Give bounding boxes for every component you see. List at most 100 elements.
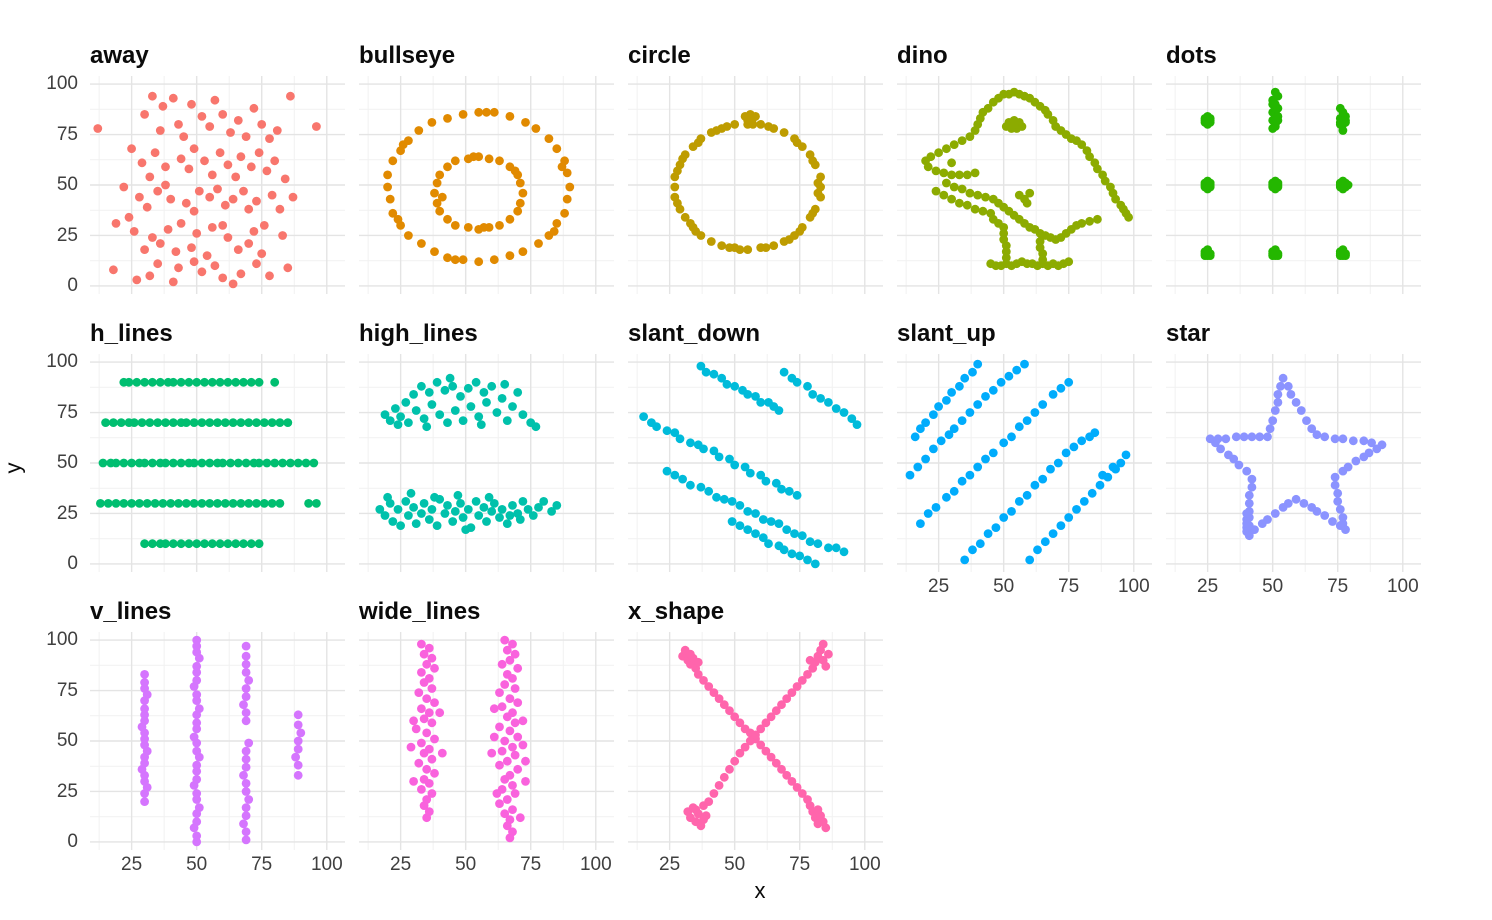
points-layer — [905, 359, 1131, 565]
x-tick-label: 75 — [1327, 576, 1349, 597]
points-layer — [137, 635, 306, 847]
facet-row: v_lines 0 25 50 75 100 25 50 75 100 wide_lines 25 50… — [30, 586, 1492, 875]
points-layer — [921, 87, 1133, 271]
facet-dots: dots — [1166, 30, 1421, 294]
x-axis-ticks: 25 50 75 100 — [359, 850, 614, 876]
y-tick-label: 0 — [67, 552, 78, 574]
y-tick-label: 50 — [56, 730, 78, 751]
y-tick-label: 75 — [56, 401, 78, 423]
facet-title-x_shape: x_shape — [628, 598, 725, 625]
facet-title-dots: dots — [1166, 42, 1217, 69]
panel-slant_down — [628, 354, 883, 572]
facet-title-slant_up: slant_up — [897, 320, 996, 347]
points-layer — [670, 110, 825, 255]
x-tick-label: 100 — [1386, 576, 1419, 597]
facet-title-high_lines: high_lines — [359, 320, 478, 347]
facet-row: away 0 25 50 75 100 bullseye circle dino dots — [30, 30, 1492, 296]
gridlines — [359, 76, 614, 294]
facet-grid: away 0 25 50 75 100 bullseye circle dino dots h_li… — [30, 30, 1492, 875]
points-layer — [678, 639, 833, 833]
points-layer — [93, 91, 321, 289]
x-tick-label: 50 — [1262, 576, 1284, 597]
gridlines — [628, 632, 883, 850]
facet-title-v_lines: v_lines — [90, 598, 172, 625]
x-axis-title: x — [754, 878, 766, 903]
facet-title-circle: circle — [628, 42, 691, 69]
x-axis-ticks: 25 50 75 100 — [897, 572, 1152, 598]
y-axis-ticks: 0 25 50 75 100 — [30, 629, 90, 852]
y-tick-label: 75 — [56, 679, 78, 701]
facet-star: star 25 50 75 100 — [1166, 308, 1421, 597]
y-tick-label: 25 — [56, 502, 78, 524]
gridlines — [359, 354, 614, 572]
x-tick-label: 75 — [251, 854, 273, 875]
facet-dino: dino — [897, 30, 1152, 294]
x-tick-label: 75 — [520, 854, 542, 875]
facet-title-dino: dino — [897, 42, 948, 69]
y-tick-label: 0 — [67, 830, 78, 852]
facet-slant_down: slant_down — [628, 308, 883, 572]
x-tick-label: 100 — [1117, 576, 1150, 597]
y-axis-ticks: 0 25 50 75 100 — [30, 73, 90, 296]
facet-high_lines: high_lines — [359, 308, 614, 572]
panel-x_shape — [628, 632, 883, 850]
panel-bullseye — [359, 76, 614, 294]
panel-circle — [628, 76, 883, 294]
y-tick-label: 75 — [56, 123, 78, 145]
points-layer — [375, 373, 562, 534]
points-layer — [639, 361, 862, 569]
y-tick-label: 50 — [56, 452, 78, 473]
facet-x_shape: x_shape 25 50 75 100 — [628, 586, 883, 875]
x-axis-ticks: 25 50 75 100 — [90, 850, 345, 876]
panel-dino — [897, 76, 1152, 294]
x-tick-label: 25 — [1197, 576, 1219, 597]
facet-title-away: away — [90, 42, 149, 69]
x-tick-label: 50 — [455, 854, 477, 875]
x-tick-label: 75 — [1058, 576, 1080, 597]
points-layer — [406, 635, 530, 843]
facet-v_lines: v_lines 0 25 50 75 100 25 50 75 100 — [30, 586, 345, 875]
panel-wide_lines — [359, 632, 614, 850]
facet-title-h_lines: h_lines — [90, 320, 173, 347]
panel-dots — [1166, 76, 1421, 294]
gridlines — [897, 354, 1152, 572]
points-layer — [96, 377, 321, 549]
facet-bullseye: bullseye — [359, 30, 614, 294]
x-tick-label: 25 — [390, 854, 412, 875]
y-tick-label: 50 — [56, 174, 78, 195]
x-tick-label: 50 — [724, 854, 746, 875]
facet-slant_up: slant_up 25 50 75 100 — [897, 308, 1152, 597]
x-tick-label: 100 — [579, 854, 612, 875]
facet-title-wide_lines: wide_lines — [359, 598, 481, 625]
points-layer — [1205, 373, 1387, 541]
facet-title-slant_down: slant_down — [628, 320, 761, 347]
x-tick-label: 25 — [928, 576, 950, 597]
x-tick-label: 50 — [186, 854, 208, 875]
panel-high_lines — [359, 354, 614, 572]
y-axis-title: y — [0, 462, 26, 474]
y-axis-ticks: 0 25 50 75 100 — [30, 351, 90, 574]
panel-star — [1166, 354, 1421, 572]
gridlines — [897, 76, 1152, 294]
facet-row: h_lines 0 25 50 75 100 high_lines slant_down sla… — [30, 308, 1492, 597]
facet-away: away 0 25 50 75 100 — [30, 30, 345, 296]
y-tick-label: 25 — [56, 224, 78, 246]
panel-away — [90, 76, 345, 294]
x-axis-ticks: 25 50 75 100 — [628, 850, 883, 876]
x-tick-label: 50 — [993, 576, 1015, 597]
points-layer — [383, 107, 575, 267]
gridlines — [628, 76, 883, 294]
y-tick-label: 100 — [46, 73, 78, 95]
y-tick-label: 0 — [67, 274, 78, 296]
facet-circle: circle — [628, 30, 883, 294]
panel-v_lines — [90, 632, 345, 850]
facet-wide_lines: wide_lines 25 50 75 100 — [359, 586, 614, 875]
x-tick-label: 25 — [121, 854, 143, 875]
x-tick-label: 100 — [310, 854, 343, 875]
x-tick-label: 100 — [848, 854, 881, 875]
facet-title-star: star — [1166, 320, 1211, 347]
y-tick-label: 100 — [46, 351, 78, 373]
y-tick-label: 25 — [56, 780, 78, 802]
x-tick-label: 75 — [789, 854, 811, 875]
